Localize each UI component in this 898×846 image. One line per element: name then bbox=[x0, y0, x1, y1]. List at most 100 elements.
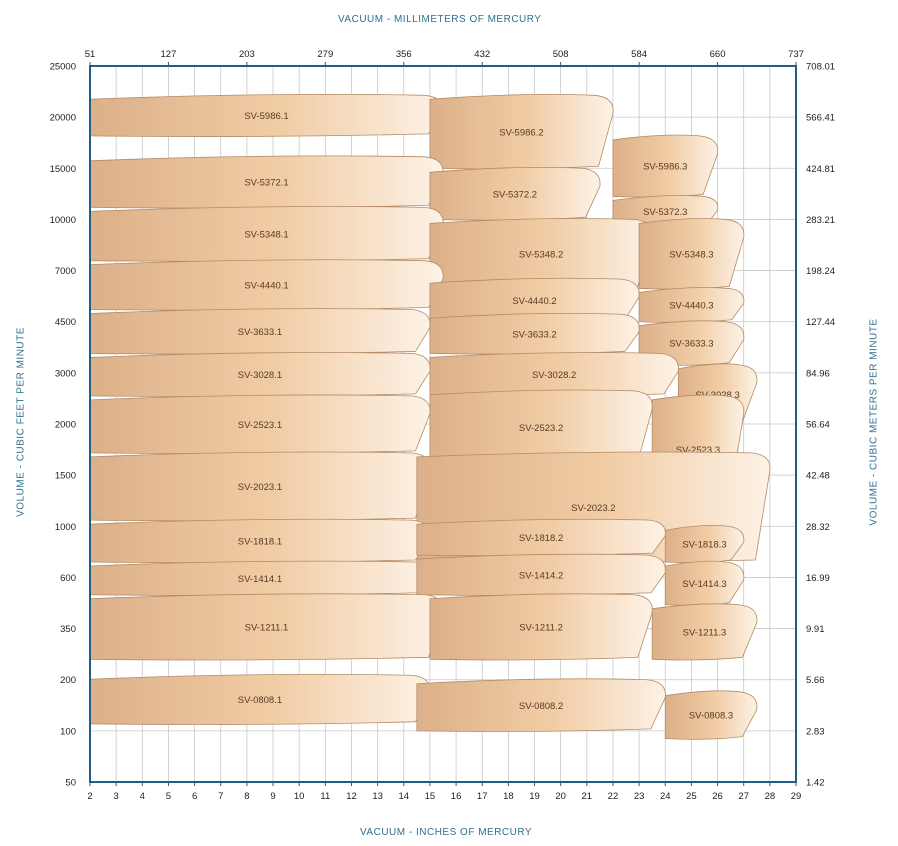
x2-tick-label: 51 bbox=[85, 49, 96, 60]
x-tick-label: 24 bbox=[660, 791, 671, 802]
axis-ticks: 2 3 4 5 6 7 8 9 10 11 12 13 14 15 16 17 18 19 20 21 22 23 24 25… bbox=[50, 49, 835, 802]
x2-tick-label: 356 bbox=[396, 49, 412, 60]
y-tick-label: 1000 bbox=[55, 522, 76, 533]
x-tick-label: 6 bbox=[192, 791, 197, 802]
bottom-axis-title: VACUUM - INCHES OF MERCURY bbox=[360, 827, 533, 838]
x-tick-label: 2 bbox=[87, 791, 92, 802]
pump-band-label: SV-4440.1 bbox=[244, 281, 288, 292]
pump-band-label: SV-3028.2 bbox=[532, 370, 576, 381]
pump-band-label: SV-5348.2 bbox=[519, 249, 563, 260]
x-tick-label: 27 bbox=[738, 791, 749, 802]
pump-band-label: SV-2023.2 bbox=[571, 503, 615, 514]
y-tick-label: 20000 bbox=[50, 113, 76, 124]
x-tick-label: 11 bbox=[320, 791, 330, 802]
pump-band bbox=[429, 593, 653, 661]
x-tick-label: 22 bbox=[608, 791, 619, 802]
y-tick-label: 600 bbox=[60, 573, 76, 584]
x-tick-label: 19 bbox=[529, 791, 540, 802]
pump-band-label: SV-5372.2 bbox=[493, 189, 537, 200]
y-tick-label: 15000 bbox=[50, 164, 76, 175]
y-tick-label: 350 bbox=[60, 624, 76, 635]
x-tick-label: 16 bbox=[451, 791, 462, 802]
x-tick-label: 10 bbox=[294, 791, 305, 802]
y-tick-label: 1500 bbox=[55, 471, 76, 482]
pump-band-label: SV-1211.2 bbox=[519, 623, 563, 634]
pump-band-label: SV-1414.3 bbox=[682, 579, 726, 590]
y2-tick-label: 56.64 bbox=[806, 420, 830, 431]
y-tick-label: 100 bbox=[60, 726, 76, 737]
x-tick-label: 3 bbox=[113, 791, 118, 802]
x-tick-label: 4 bbox=[140, 791, 145, 802]
x-tick-label: 17 bbox=[477, 791, 488, 802]
x2-tick-label: 127 bbox=[161, 49, 177, 60]
top-axis-title: VACUUM - MILLIMETERS OF MERCURY bbox=[338, 14, 542, 25]
y-tick-label: 2000 bbox=[55, 420, 76, 431]
y2-tick-label: 127.44 bbox=[806, 317, 835, 328]
x-tick-label: 14 bbox=[398, 791, 409, 802]
x-tick-label: 28 bbox=[765, 791, 776, 802]
y2-tick-label: 708.01 bbox=[806, 62, 835, 73]
y-tick-label: 7000 bbox=[55, 266, 76, 277]
pump-band-label: SV-5348.3 bbox=[669, 249, 713, 260]
y2-tick-label: 16.99 bbox=[806, 573, 830, 584]
x-tick-label: 7 bbox=[218, 791, 223, 802]
pump-band bbox=[416, 678, 666, 732]
y2-tick-label: 84.96 bbox=[806, 368, 830, 379]
pump-band-label: SV-5986.3 bbox=[643, 162, 687, 173]
pump-bands: SV-5986.1 SV-5986.2 SV-5986.3 SV-5372.1 SV-5… bbox=[89, 93, 771, 740]
pump-band-label: SV-0808.2 bbox=[519, 701, 563, 712]
x-tick-label: 13 bbox=[372, 791, 383, 802]
y-tick-label: 25000 bbox=[50, 62, 76, 73]
pump-band-label: SV-0808.3 bbox=[689, 711, 733, 722]
x-tick-label: 25 bbox=[686, 791, 697, 802]
y2-tick-label: 424.81 bbox=[806, 164, 835, 175]
x-tick-label: 26 bbox=[712, 791, 723, 802]
x-tick-label: 29 bbox=[791, 791, 802, 802]
pump-band-label: SV-1211.1 bbox=[245, 623, 289, 634]
pump-band-label: SV-2523.3 bbox=[676, 445, 720, 456]
y2-tick-label: 9.91 bbox=[806, 624, 825, 635]
x-tick-label: 8 bbox=[244, 791, 249, 802]
pump-band-label: SV-4440.2 bbox=[512, 296, 556, 307]
x-tick-label: 23 bbox=[634, 791, 645, 802]
pump-band-label: SV-0808.1 bbox=[238, 695, 282, 706]
x-tick-label: 20 bbox=[555, 791, 566, 802]
pump-band-label: SV-5372.1 bbox=[244, 178, 288, 189]
y-tick-label: 4500 bbox=[55, 317, 76, 328]
pump-band-label: SV-4440.3 bbox=[669, 301, 713, 312]
pump-band-label: SV-1818.3 bbox=[682, 540, 726, 551]
pump-band-label: SV-5348.1 bbox=[244, 230, 288, 241]
x2-tick-label: 203 bbox=[239, 49, 255, 60]
pump-band-label: SV-5986.1 bbox=[244, 111, 288, 122]
pump-band-label: SV-3028.1 bbox=[238, 370, 282, 381]
x-tick-label: 12 bbox=[346, 791, 357, 802]
pump-band-label: SV-3633.3 bbox=[669, 339, 713, 350]
pump-band-label: SV-5372.3 bbox=[643, 207, 687, 218]
x2-tick-label: 279 bbox=[317, 49, 333, 60]
y-tick-label: 10000 bbox=[50, 215, 76, 226]
y2-tick-label: 28.32 bbox=[806, 522, 830, 533]
pump-band bbox=[664, 690, 758, 740]
pump-band-label: SV-3633.2 bbox=[512, 329, 556, 340]
y2-tick-label: 566.41 bbox=[806, 113, 835, 124]
x2-tick-label: 584 bbox=[631, 49, 647, 60]
y2-tick-label: 1.42 bbox=[806, 778, 825, 789]
y2-tick-label: 198.24 bbox=[806, 266, 835, 277]
y2-tick-label: 2.83 bbox=[806, 726, 825, 737]
pump-band-label: SV-1818.2 bbox=[519, 533, 563, 544]
y-tick-label: 50 bbox=[65, 778, 76, 789]
pump-band-label: SV-1414.1 bbox=[238, 574, 282, 585]
pump-band-label: SV-1414.2 bbox=[519, 570, 563, 581]
pump-band-label: SV-3633.1 bbox=[238, 327, 282, 338]
x-tick-label: 5 bbox=[166, 791, 171, 802]
pump-band-label: SV-2023.1 bbox=[238, 482, 282, 493]
y-tick-label: 200 bbox=[60, 675, 76, 686]
x-tick-label: 21 bbox=[582, 791, 593, 802]
plot-frame bbox=[89, 65, 797, 783]
x-tick-label: 9 bbox=[270, 791, 275, 802]
x-tick-label: 15 bbox=[425, 791, 436, 802]
y2-tick-label: 42.48 bbox=[806, 471, 830, 482]
y2-tick-label: 5.66 bbox=[806, 675, 825, 686]
pump-band bbox=[651, 603, 758, 661]
y-tick-label: 3000 bbox=[55, 368, 76, 379]
